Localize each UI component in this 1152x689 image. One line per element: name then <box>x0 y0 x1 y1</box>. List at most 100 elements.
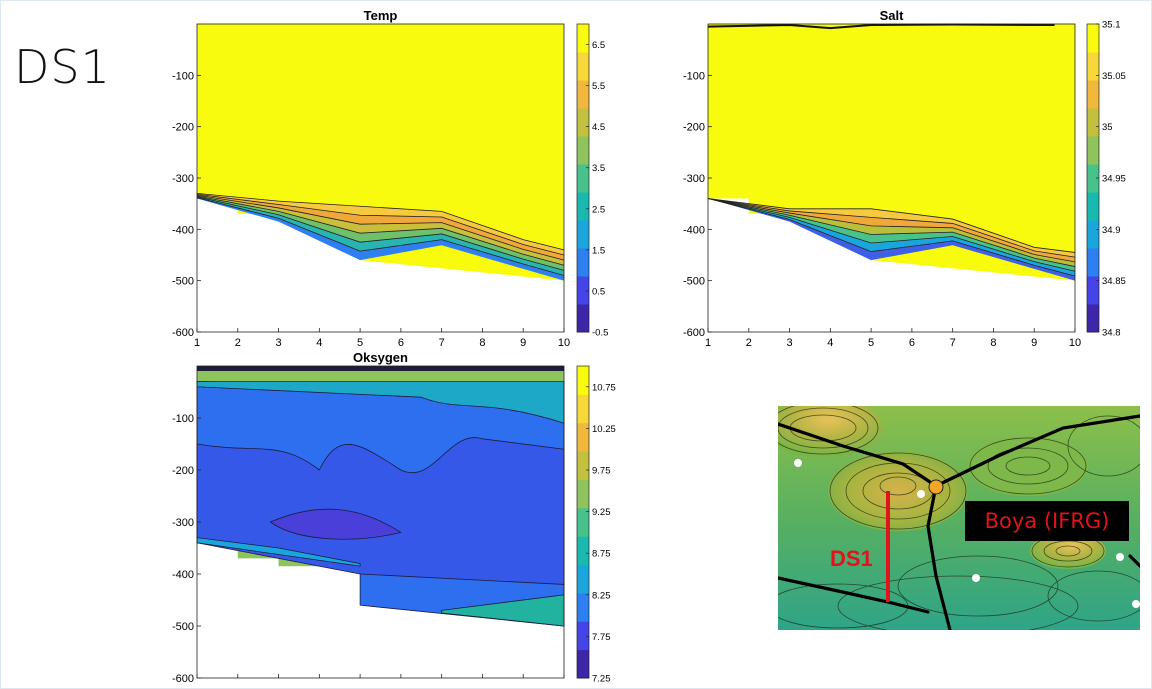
contour-line <box>707 198 1076 258</box>
x-tick-label: 1 <box>194 337 200 349</box>
colorbar-label: 6.5 <box>592 40 605 51</box>
colorbar-label: 10.75 <box>592 382 616 393</box>
colorbar-swatch <box>577 164 589 193</box>
y-tick-label: -600 <box>683 327 705 339</box>
y-tick-label: -200 <box>172 122 194 134</box>
colorbar-swatch <box>577 24 589 53</box>
chart-title: Temp <box>364 8 398 23</box>
contour-line <box>196 195 565 266</box>
x-tick-label: 5 <box>357 337 363 349</box>
x-tick-label: 3 <box>275 337 281 349</box>
colorbar-label: 7.25 <box>592 674 611 685</box>
y-tick-label: -600 <box>172 327 194 339</box>
colorbar-swatch <box>1087 164 1099 193</box>
colorbar-swatch <box>1087 108 1099 137</box>
contour-line <box>196 194 565 261</box>
y-tick-label: -400 <box>172 569 194 581</box>
colorbar-label: 4.5 <box>592 122 605 133</box>
x-tick-label: 7 <box>950 337 956 349</box>
surface-contour <box>707 23 1055 30</box>
x-tick-label: 8 <box>479 337 485 349</box>
contour-band <box>197 195 564 266</box>
x-tick-label: 8 <box>990 337 996 349</box>
colorbar-swatch <box>577 649 589 679</box>
colorbar-swatch <box>577 276 589 305</box>
contour-line <box>707 198 1076 272</box>
x-tick-label: 9 <box>1031 337 1037 349</box>
x-tick-label: 4 <box>827 337 833 349</box>
colorbar-label: 2.5 <box>592 204 605 215</box>
chart-title: Oksygen <box>353 350 408 365</box>
y-tick-label: -200 <box>172 465 194 477</box>
contour-line <box>707 198 1076 267</box>
colorbar-swatch <box>577 108 589 137</box>
y-tick-label: -300 <box>172 173 194 185</box>
x-tick-label: 9 <box>520 337 526 349</box>
colorbar-label: 7.75 <box>592 632 611 643</box>
y-tick-label: -100 <box>683 70 705 82</box>
colorbar-swatch <box>577 479 589 509</box>
colorbar-label: 34.95 <box>1102 174 1126 185</box>
colorbar-swatch <box>1087 248 1099 277</box>
colorbar-label: 9.75 <box>592 466 611 477</box>
y-tick-label: -500 <box>172 621 194 633</box>
colorbar-swatch <box>1087 52 1099 81</box>
colorbar-swatch <box>1087 136 1099 165</box>
colorbar-swatch <box>577 621 589 651</box>
colorbar-swatch <box>577 192 589 221</box>
colorbar-label: 35.05 <box>1102 71 1126 82</box>
colorbar-label: -0.5 <box>592 328 608 339</box>
y-tick-label: -300 <box>172 517 194 529</box>
contour-region <box>269 508 402 540</box>
x-tick-label: 3 <box>786 337 792 349</box>
colorbar-label: 34.9 <box>1102 225 1121 236</box>
contour-line <box>196 196 565 271</box>
colorbar-swatch <box>1087 192 1099 221</box>
y-tick-label: -100 <box>172 70 194 82</box>
colorbar-label: 10.25 <box>592 424 616 435</box>
y-tick-label: -500 <box>172 276 194 288</box>
x-tick-label: 10 <box>558 337 570 349</box>
y-tick-label: -500 <box>683 276 705 288</box>
colorbar-label: 8.25 <box>592 590 611 601</box>
map-station-label: DS1 <box>830 546 873 571</box>
colorbar-swatch <box>577 248 589 277</box>
contour-line <box>707 198 1076 253</box>
surface-band <box>197 366 564 371</box>
map-inset: DS1 Boya (IFRG) <box>778 406 1140 630</box>
colorbar-swatch <box>577 80 589 109</box>
x-tick-label: 6 <box>909 337 915 349</box>
contour-line <box>196 197 565 276</box>
slide-title: DS1 <box>14 40 111 94</box>
map-buoy-label: Boya (IFRG) <box>965 501 1129 541</box>
contour-line <box>196 193 565 256</box>
y-tick-label: -300 <box>683 173 705 185</box>
y-tick-label: -600 <box>172 673 194 685</box>
colorbar-swatch <box>577 592 589 622</box>
colorbar-label: 1.5 <box>592 245 605 256</box>
colorbar-label: 0.5 <box>592 286 605 297</box>
chart-title: Salt <box>880 8 905 23</box>
colorbar-label: 34.8 <box>1102 328 1121 339</box>
contour-region <box>196 381 565 424</box>
colorbar-label: 5.5 <box>592 81 605 92</box>
y-tick-label: -400 <box>683 224 705 236</box>
colorbar-frame <box>576 365 590 679</box>
colorbar-label: 3.5 <box>592 163 605 174</box>
colorbar-swatch <box>577 220 589 249</box>
contour-band <box>708 198 1075 272</box>
colorbar-swatch <box>577 507 589 537</box>
colorbar-swatch <box>1087 304 1099 333</box>
contour-line <box>707 198 1076 263</box>
colorbar-swatch <box>577 422 589 452</box>
oksygen-chart: Oksygen -100 -200 -300 -400 -500 -600 10.75 10.2… <box>172 350 616 685</box>
colorbar-swatch <box>577 52 589 81</box>
x-tick-label: 7 <box>439 337 445 349</box>
colorbar-swatch <box>1087 80 1099 109</box>
colorbar-label: 35.1 <box>1102 20 1121 31</box>
buoy-marker <box>928 479 944 495</box>
x-tick-label: 2 <box>235 337 241 349</box>
colorbar-swatch <box>577 394 589 424</box>
